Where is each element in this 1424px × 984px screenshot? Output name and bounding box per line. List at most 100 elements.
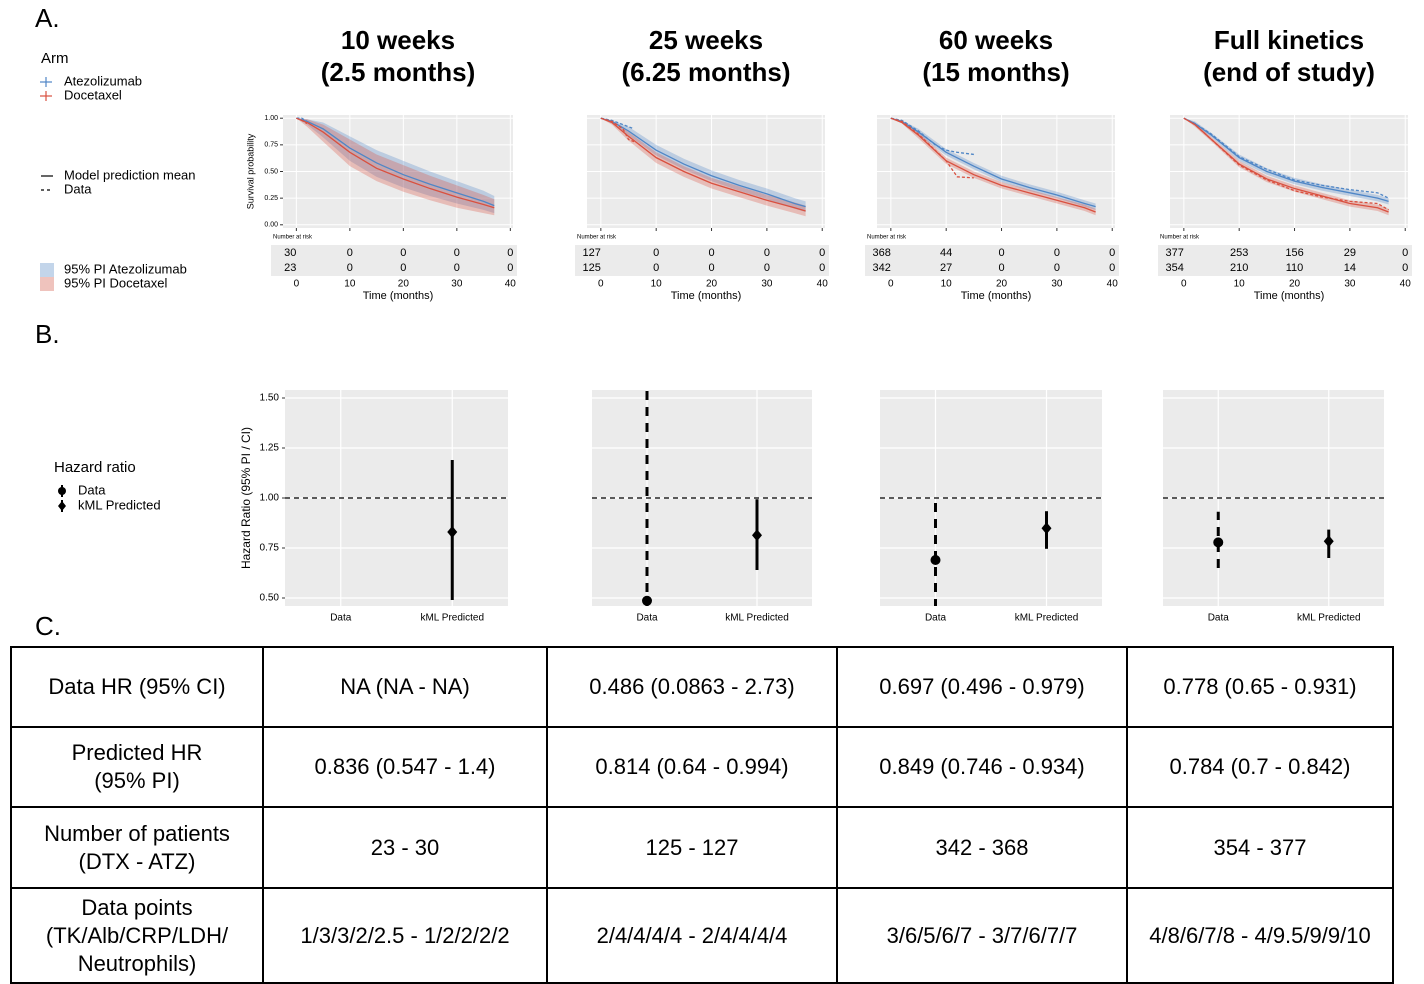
x-tick-label: 0 [598,279,604,290]
legend-marker [58,487,66,495]
point [1213,537,1224,548]
risk-count: 0 [1054,247,1060,259]
risk-background [865,245,1119,276]
pi-band [1183,118,1389,216]
chart-title: 10 weeks [341,25,455,55]
risk-count: 0 [998,262,1004,274]
data-line [600,117,635,143]
panel-label: A. [35,3,60,33]
table-cell: 354 - 377 [1126,806,1394,889]
risk-count: 0 [454,247,460,259]
x-tick-label: Data [330,613,352,624]
risk-title: Number at risk [273,235,313,241]
risk-count: 0 [507,262,513,274]
table-cell: 1/3/3/2/2.5 - 1/2/2/2/2 [262,887,548,984]
table-cell: 0.486 (0.0863 - 2.73) [546,646,838,728]
x-tick-label: kML Predicted [725,613,789,624]
risk-count: 0 [400,262,406,274]
point [642,595,652,606]
plot-area [592,390,812,606]
mean-line [890,117,1096,208]
legend-label: Data [64,181,92,196]
legend-swatch [40,277,54,291]
row-header: Data points (TK/Alb/CRP/LDH/ Neutrophils… [10,887,264,984]
legend-marker [58,501,66,511]
x-tick-label: 30 [1051,279,1063,290]
data-line [1183,117,1389,199]
plot-area [600,117,806,217]
panel-label: B. [35,319,60,349]
mean-line [296,117,495,209]
risk-count: 0 [653,247,659,259]
data-line [890,117,974,156]
table-row: Data HR (95% CI) NA (NA - NA) 0.486 (0.086… [10,646,1394,728]
legend-label: Model prediction mean [64,167,196,182]
plot-area [1163,497,1384,568]
chart-title: Full kinetics [1214,25,1364,55]
chart-title: (15 months) [922,57,1069,87]
point [930,555,941,565]
y-tick-label: 1.00 [264,115,278,122]
risk-count: 253 [1230,247,1248,259]
risk-count: 0 [1054,262,1060,274]
y-tick-label: 0.25 [264,195,278,202]
risk-count: 0 [764,262,770,274]
table-cell: 23 - 30 [262,806,548,889]
x-axis-label: Time (months) [363,290,434,302]
point [1323,535,1334,548]
plot-area [296,117,495,216]
risk-background [271,245,517,276]
x-tick-label: kML Predicted [420,613,484,624]
risk-count: 354 [1165,262,1183,274]
x-tick-label: 30 [1344,279,1356,290]
x-tick-label: Data [925,613,947,624]
y-axis-label: Hazard Ratio (95% PI / CI) [239,427,253,569]
x-tick-label: 40 [1107,279,1119,290]
risk-count: 23 [284,262,296,274]
table-row: Predicted HR (95% PI) 0.836 (0.547 - 1.4)… [10,726,1394,808]
risk-count: 0 [400,247,406,259]
plot-area [890,117,1096,216]
y-axis-label: Survival probability [245,133,255,209]
table-cell: 0.814 (0.64 - 0.994) [546,726,838,808]
x-tick-label: 0 [888,279,894,290]
risk-count: 0 [819,247,825,259]
data-line [296,117,308,122]
y-tick-label: 0.00 [264,222,278,229]
panel-label: C. [35,611,61,641]
legend-title: Hazard ratio [54,459,136,476]
point [752,529,762,542]
risk-title: Number at risk [577,235,617,241]
risk-count: 0 [1109,262,1115,274]
risk-count: 0 [1109,247,1115,259]
risk-count: 110 [1286,262,1304,274]
risk-count: 0 [347,262,353,274]
risk-count: 368 [872,247,890,259]
x-tick-label: kML Predicted [1015,613,1079,624]
table-cell: 2/4/4/4/4 - 2/4/4/4/4 [546,887,838,984]
legend-label: 95% PI Docetaxel [64,275,167,290]
legend-title: Arm [41,50,69,67]
table-cell: NA (NA - NA) [262,646,548,728]
y-tick-label: 1.50 [260,393,280,404]
x-tick-label: 10 [1234,279,1246,290]
x-tick-label: 10 [344,279,356,290]
risk-count: 0 [1402,247,1408,259]
point [1041,522,1052,535]
table-row: Data points (TK/Alb/CRP/LDH/ Neutrophils… [10,887,1394,984]
risk-background [575,245,829,276]
legend-label: Docetaxel [64,87,122,102]
table-cell: 4/8/6/7/8 - 4/9.5/9/9/10 [1126,887,1394,984]
risk-background [1158,245,1412,276]
y-tick-label: 1.25 [260,443,280,454]
x-tick-label: 40 [817,279,829,290]
x-tick-label: 20 [706,279,718,290]
table-cell: 125 - 127 [546,806,838,889]
legend-label: 95% PI Atezolizumab [64,261,187,276]
risk-count: 0 [507,247,513,259]
x-tick-label: kML Predicted [1297,613,1361,624]
x-tick-label: 40 [505,279,517,290]
risk-count: 0 [1402,262,1408,274]
